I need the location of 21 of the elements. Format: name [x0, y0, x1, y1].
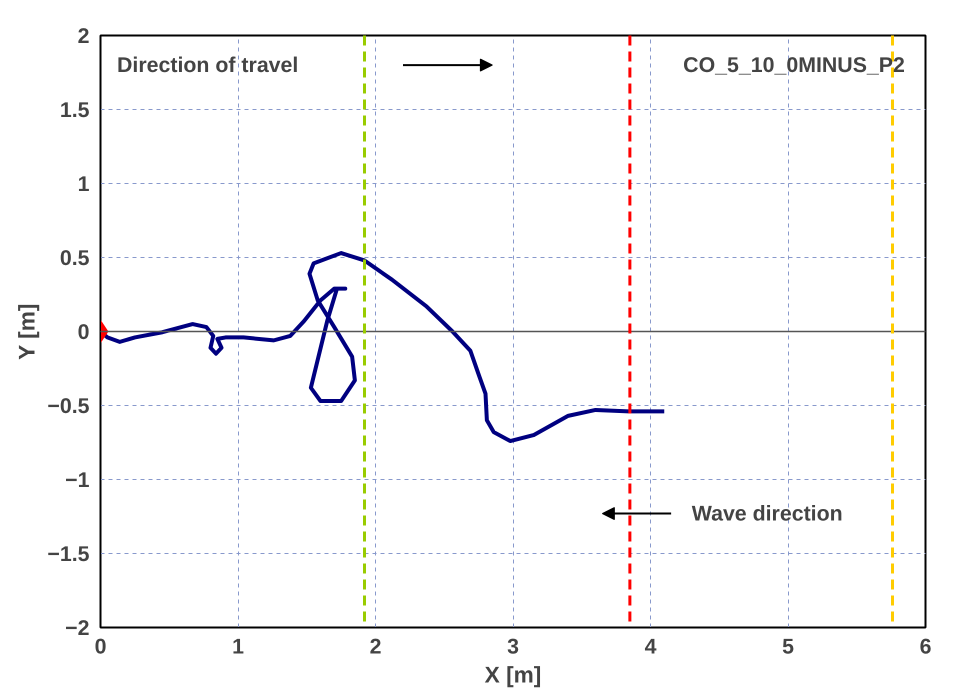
y-tick-label: −1	[65, 468, 90, 492]
x-tick-label: 2	[370, 634, 382, 658]
x-tick-label: 5	[782, 634, 794, 658]
y-tick-label: 1	[78, 172, 90, 196]
annotation: Direction of travel	[117, 53, 298, 78]
x-tick-label: 0	[94, 634, 106, 658]
y-axis-title: Y [m]	[13, 304, 40, 360]
y-tick-label: 0.5	[60, 246, 90, 270]
x-tick-label: 4	[644, 634, 657, 658]
x-axis-title: X [m]	[484, 662, 542, 688]
annotation: Wave direction	[692, 502, 843, 526]
x-tick-label: 3	[507, 634, 520, 658]
y-tick-label: −1.5	[47, 542, 90, 566]
y-tick-label: 2	[78, 24, 90, 48]
y-tick-label: 1.5	[60, 98, 90, 122]
x-tick-label: 6	[920, 634, 932, 658]
y-tick-label: −2	[65, 616, 90, 640]
y-tick-label: 0	[78, 320, 90, 344]
x-tick-label: 1	[232, 634, 244, 658]
annotation: CO_5_10_0MINUS_P2	[683, 53, 905, 78]
y-tick-label: −0.5	[47, 394, 90, 418]
